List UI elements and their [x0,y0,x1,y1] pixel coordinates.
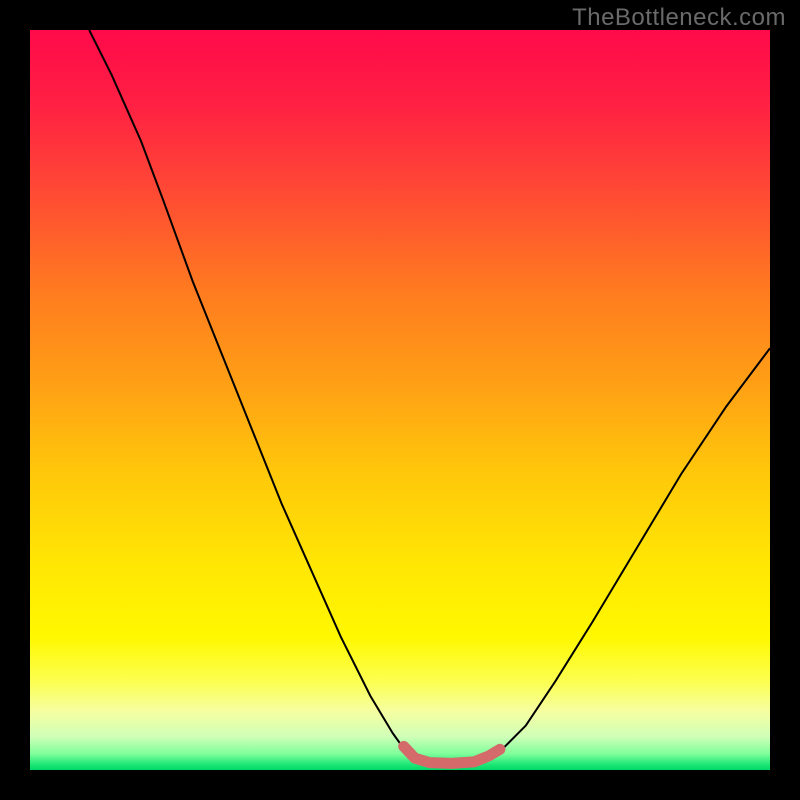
watermark-text: TheBottleneck.com [572,4,786,32]
plot-area [30,30,770,770]
plot-svg [30,30,770,770]
chart-container: TheBottleneck.com [0,0,800,800]
